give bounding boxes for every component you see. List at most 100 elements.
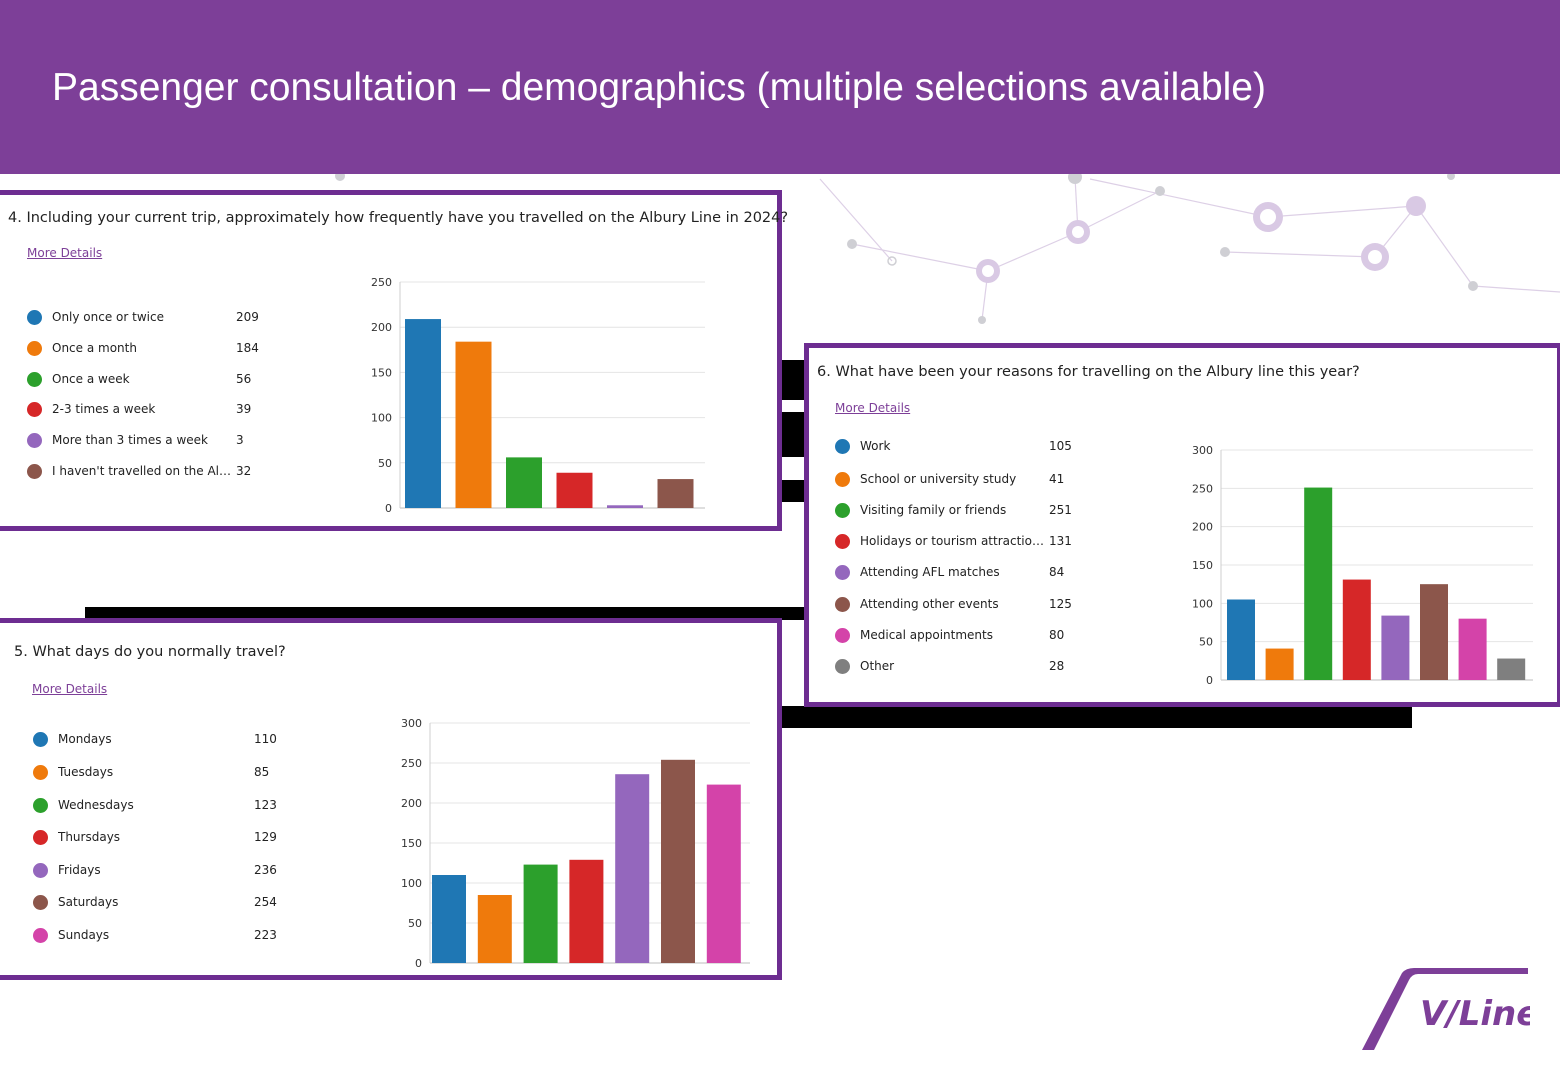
legend-item: Fridays 236 — [33, 861, 283, 881]
legend-swatch — [33, 830, 48, 845]
bar-mondays[interactable] — [432, 875, 466, 963]
legend-label: Only once or twice — [52, 310, 164, 324]
legend-swatch — [835, 597, 850, 612]
legend-value: 85 — [254, 765, 270, 779]
legend-item: Tuesdays 85 — [33, 763, 283, 783]
y-tick-label: 300 — [401, 717, 422, 730]
bar-other[interactable] — [1497, 658, 1526, 680]
bar-more-than-3-times-a-week[interactable] — [607, 505, 643, 508]
legend-item: Visiting family or friends 251 — [835, 501, 1085, 521]
q4-card: 4. Including your current trip, approxim… — [0, 190, 788, 531]
legend-label: Other — [860, 659, 895, 673]
y-tick-label: 0 — [385, 502, 392, 515]
bar-work[interactable] — [1227, 599, 1255, 681]
y-tick-label: 0 — [415, 957, 422, 970]
legend-label: Once a week — [52, 372, 130, 386]
legend-label: Saturdays — [58, 895, 119, 909]
legend-label: Medical appointments — [860, 628, 993, 642]
legend-swatch — [27, 464, 42, 479]
bar-tuesdays[interactable] — [477, 895, 512, 963]
y-tick-label: 50 — [378, 457, 392, 470]
legend-value: 209 — [236, 310, 259, 324]
legend-item: Only once or twice 209 — [27, 308, 267, 328]
legend-value: 105 — [1049, 439, 1072, 453]
bar-wednesdays[interactable] — [523, 864, 558, 963]
legend-swatch — [27, 310, 42, 325]
shadow — [782, 706, 1412, 728]
legend-label: Work — [860, 439, 891, 453]
bar-attending-other-events[interactable] — [1420, 584, 1448, 680]
y-tick-label: 150 — [401, 837, 422, 850]
legend-item: Saturdays 254 — [33, 893, 283, 913]
y-tick-label: 100 — [371, 412, 392, 425]
legend-value: 236 — [254, 863, 277, 877]
legend-item: Work 105 — [835, 437, 1085, 457]
bar-saturdays[interactable] — [661, 759, 695, 963]
bar-once-a-month[interactable] — [455, 341, 492, 508]
y-tick-label: 100 — [401, 877, 422, 890]
y-tick-label: 250 — [371, 276, 392, 289]
legend-value: 56 — [236, 372, 252, 386]
legend-label: Thursdays — [58, 830, 121, 844]
legend-value: 39 — [236, 402, 252, 416]
legend-value: 32 — [236, 464, 252, 478]
q6-more-details-link[interactable]: More Details — [835, 401, 911, 415]
y-tick-label: 250 — [1192, 482, 1213, 495]
bar-thursdays[interactable] — [569, 859, 604, 963]
bar-medical-appointments[interactable] — [1458, 618, 1487, 680]
legend-swatch — [33, 765, 48, 780]
y-tick-label: 150 — [371, 366, 392, 379]
bar-visiting-family-or-friends[interactable] — [1304, 487, 1333, 680]
bar-school-or-university-study[interactable] — [1265, 648, 1294, 680]
bar-sundays[interactable] — [706, 784, 741, 963]
legend-label: Mondays — [58, 732, 112, 746]
legend-item: Once a month 184 — [27, 339, 267, 359]
legend-item: Mondays 110 — [33, 730, 283, 750]
y-tick-label: 300 — [1192, 444, 1213, 457]
y-tick-label: 100 — [1192, 597, 1213, 610]
legend-swatch — [835, 503, 850, 518]
q4-more-details-link[interactable]: More Details — [27, 246, 103, 260]
legend-item: Medical appointments 80 — [835, 626, 1085, 646]
q5-question: 5. What days do you normally travel? — [14, 644, 286, 660]
shadow — [85, 607, 805, 620]
legend-item: I haven't travelled on the Albury... 32 — [27, 462, 267, 482]
legend-item: Wednesdays 123 — [33, 796, 283, 816]
legend-value: 84 — [1049, 565, 1065, 579]
bar-i-haven-t-travelled-on-the-albury[interactable] — [657, 479, 694, 508]
q5-more-details-link[interactable]: More Details — [32, 682, 108, 696]
bar-2-3-times-a-week[interactable] — [556, 472, 593, 508]
legend-value: 125 — [1049, 597, 1072, 611]
legend-swatch — [835, 534, 850, 549]
legend-swatch — [835, 472, 850, 487]
legend-label: I haven't travelled on the Albury... — [52, 464, 232, 478]
network-decoration — [335, 174, 1560, 324]
q4-bar-chart: 0 50 100 150 200 250 — [371, 276, 705, 515]
y-tick-label: 0 — [1206, 674, 1213, 687]
legend-item: Attending other events 125 — [835, 595, 1085, 615]
legend-label: Attending other events — [860, 597, 999, 611]
vline-logo: V/Line — [1362, 968, 1530, 1050]
legend-label: School or university study — [860, 472, 1017, 486]
legend-swatch — [33, 863, 48, 878]
legend-value: 41 — [1049, 472, 1065, 486]
legend-label: Attending AFL matches — [860, 565, 1000, 579]
legend-label: Wednesdays — [58, 798, 134, 812]
q6-bar-chart: 0 50 100 150 200 250 300 — [1192, 444, 1533, 687]
legend-label: Sundays — [58, 928, 110, 942]
y-tick-label: 150 — [1192, 559, 1213, 572]
legend-value: 131 — [1049, 534, 1072, 548]
bar-holidays-or-tourism-attractions[interactable] — [1342, 579, 1371, 680]
bar-only-once-or-twice[interactable] — [405, 319, 441, 508]
bar-attending-afl-matches[interactable] — [1381, 615, 1410, 680]
legend-label: Once a month — [52, 341, 137, 355]
bar-once-a-week[interactable] — [506, 457, 542, 508]
legend-swatch — [27, 341, 42, 356]
legend-swatch — [835, 439, 850, 454]
bar-fridays[interactable] — [615, 774, 650, 963]
q6-question: 6. What have been your reasons for trave… — [817, 364, 1360, 380]
legend-label: 2-3 times a week — [52, 402, 156, 416]
legend-item: Other 28 — [835, 657, 1085, 677]
legend-label: More than 3 times a week — [52, 433, 208, 447]
legend-item: More than 3 times a week 3 — [27, 431, 267, 451]
